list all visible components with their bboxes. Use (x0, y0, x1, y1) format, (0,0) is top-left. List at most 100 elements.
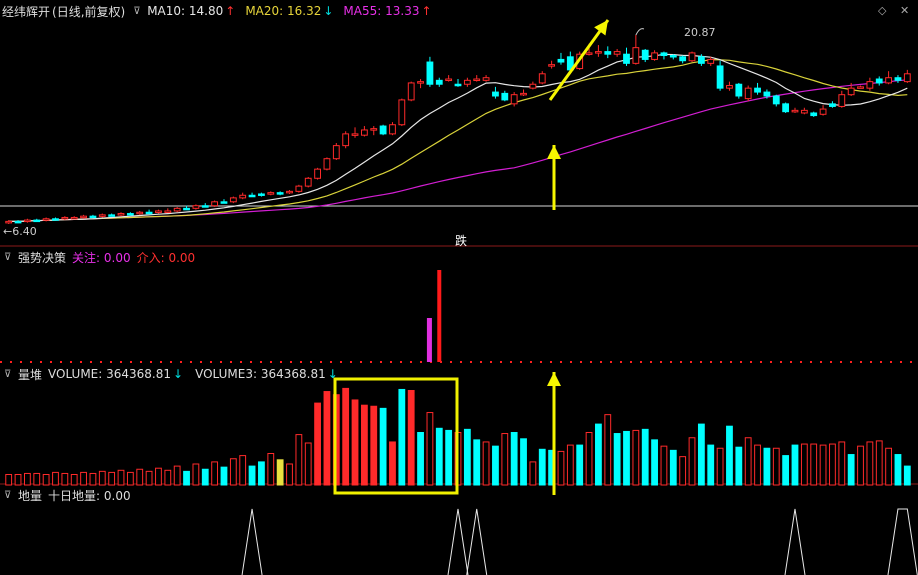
ground-peak (784, 508, 806, 575)
candle (360, 129, 368, 136)
candle (716, 65, 724, 89)
candle (473, 78, 481, 82)
candle (632, 47, 640, 64)
ground-peak (466, 508, 488, 575)
candle (61, 216, 69, 220)
volume-bar (847, 454, 855, 486)
volume-bar (510, 432, 518, 486)
candle (417, 81, 424, 84)
volume-bar (98, 470, 106, 486)
candle (772, 95, 780, 105)
candle (173, 207, 181, 212)
trend-arrow-shaft (548, 19, 610, 101)
volume-bar (24, 472, 31, 486)
candle (669, 55, 677, 58)
candle (220, 201, 228, 204)
candle (229, 197, 237, 203)
volume-bar (688, 437, 696, 486)
candle (351, 133, 359, 136)
volume-bar (286, 463, 293, 486)
panel-collapse-icon[interactable]: ⊽ (4, 251, 12, 263)
candle (613, 51, 621, 55)
volume-bar (800, 443, 808, 486)
candle (744, 87, 752, 100)
collapse-icon[interactable]: ⊽ (133, 5, 141, 17)
candle (342, 133, 350, 147)
candle (791, 109, 799, 113)
ma55-line (8, 79, 908, 222)
volume-bar (389, 441, 396, 486)
candle (697, 56, 705, 64)
volume-bar (314, 402, 321, 486)
volume-bar (295, 434, 303, 486)
volume-bar (576, 444, 584, 486)
volume-bar (763, 447, 771, 486)
volume-bar (42, 474, 50, 486)
candle (866, 81, 874, 89)
candle (857, 86, 864, 89)
volume-bar (482, 441, 490, 486)
volume-bar (557, 450, 565, 486)
volume-bar (267, 453, 275, 486)
volume-bar (566, 444, 574, 486)
candle (894, 77, 902, 81)
volume-bar (810, 443, 818, 486)
volume-bar (220, 466, 228, 486)
candle (5, 220, 13, 224)
follow-label: 关注: 0.00 (72, 250, 131, 265)
candle (70, 216, 78, 220)
entry-label: 介入: 0.00 (136, 250, 196, 265)
ground-peak (241, 508, 263, 575)
volume-bar (623, 430, 630, 486)
candle (763, 91, 771, 97)
volume-bar (866, 441, 874, 486)
candle (42, 218, 50, 221)
volume-bar (735, 446, 743, 486)
candle (201, 205, 209, 208)
candle (52, 218, 59, 221)
candle (800, 109, 808, 114)
volume3-arrow: ↓ (327, 367, 338, 381)
volume-bar (819, 444, 827, 486)
candle (332, 145, 340, 160)
candle (641, 49, 649, 60)
volume-bar (201, 468, 209, 486)
volume-bar (838, 441, 846, 486)
volume-bar (108, 471, 116, 486)
ma20-arrow: ↓ (323, 4, 334, 18)
volume-bar (276, 459, 284, 486)
candle (726, 85, 733, 89)
volume-bar (501, 433, 509, 486)
ground-peak (887, 508, 918, 575)
panel-collapse-icon[interactable]: ⊽ (4, 368, 12, 380)
candle (239, 194, 247, 199)
volume-bar (604, 414, 612, 486)
candle (538, 73, 546, 84)
candle (398, 99, 406, 126)
volume-bar (595, 423, 602, 486)
volume-bar (351, 399, 359, 486)
volume-bar (641, 428, 649, 486)
candle (183, 207, 190, 211)
volume-bar (33, 472, 41, 486)
candle (463, 79, 471, 85)
main-header: 经纬辉开 (日线,前复权) ⊽ MA10: 14.80 ↑ MA20: 16.3… (2, 2, 434, 20)
candle (623, 53, 630, 64)
volume-bar (791, 444, 799, 486)
volume-bar (782, 455, 790, 486)
candle (136, 211, 144, 215)
volume-bar (885, 447, 892, 486)
candle (829, 103, 836, 107)
trend-arrow-head (594, 20, 608, 36)
stock-name: 经纬辉开 (2, 4, 51, 19)
period-label: (日线,前复权) (52, 4, 126, 19)
volume-bar (632, 429, 640, 486)
volume-bar (707, 444, 715, 486)
close-icon[interactable]: ✕ (900, 4, 910, 17)
panel-collapse-icon[interactable]: ⊽ (4, 489, 12, 501)
candle (304, 177, 312, 187)
settings-icon[interactable]: ◇ (878, 4, 887, 17)
ma10-arrow: ↑ (225, 4, 236, 18)
volume-bar (857, 445, 864, 486)
candle (248, 194, 256, 198)
